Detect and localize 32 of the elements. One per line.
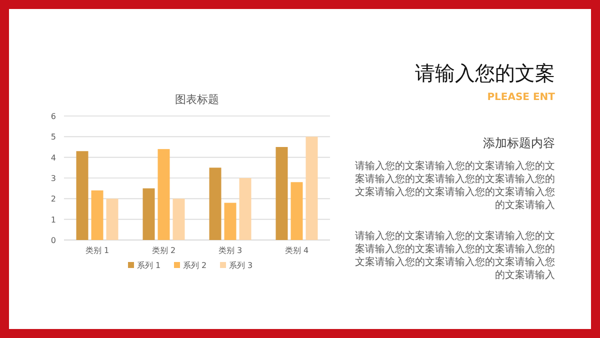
x-tick-label: 类别 4 [284, 246, 309, 255]
bar [224, 202, 236, 240]
bar [276, 147, 288, 240]
x-tick-label: 类别 2 [152, 246, 176, 255]
bar [209, 168, 222, 240]
y-tick-label: 0 [50, 236, 56, 245]
x-tick-label: 类别 3 [218, 246, 242, 255]
y-tick-label: 6 [50, 112, 56, 121]
text: 请输入您的文案请输入您的文案请输入您的文案请输入您的文案请输入您的文案请输入您的文案请输入您的文案请输入您的文案请输入您的文案请输入 [354, 160, 555, 212]
bar [76, 151, 88, 240]
text: 请输入您的文案 [414, 60, 555, 86]
bar [142, 188, 155, 240]
bar [158, 149, 170, 240]
legend-label: 系列 2 [183, 261, 207, 270]
bar [306, 136, 318, 240]
bar [290, 182, 303, 240]
legend-label: 系列 1 [137, 261, 161, 270]
y-tick-label: 5 [50, 132, 56, 142]
y-tick-label: 4 [50, 153, 56, 162]
y-tick-label: 3 [50, 174, 56, 183]
legend-label: 系列 3 [229, 261, 253, 270]
text: 添加标题内容 [482, 136, 555, 152]
text: PLEASE ENT [486, 91, 555, 104]
text: 请输入您的文案请输入您的文案请输入您的文案请输入您的文案请输入您的文案请输入您的文案请输入您的文案请输入您的文案请输入您的文案请输入 [354, 230, 555, 282]
bar [91, 190, 104, 240]
bar [172, 198, 185, 240]
y-tick-label: 2 [50, 194, 56, 204]
y-tick-label: 1 [50, 215, 56, 224]
bar [239, 178, 252, 240]
chart-title: 图表标题 [175, 93, 219, 106]
bar [106, 198, 118, 240]
x-tick-label: 类别 1 [85, 246, 110, 255]
